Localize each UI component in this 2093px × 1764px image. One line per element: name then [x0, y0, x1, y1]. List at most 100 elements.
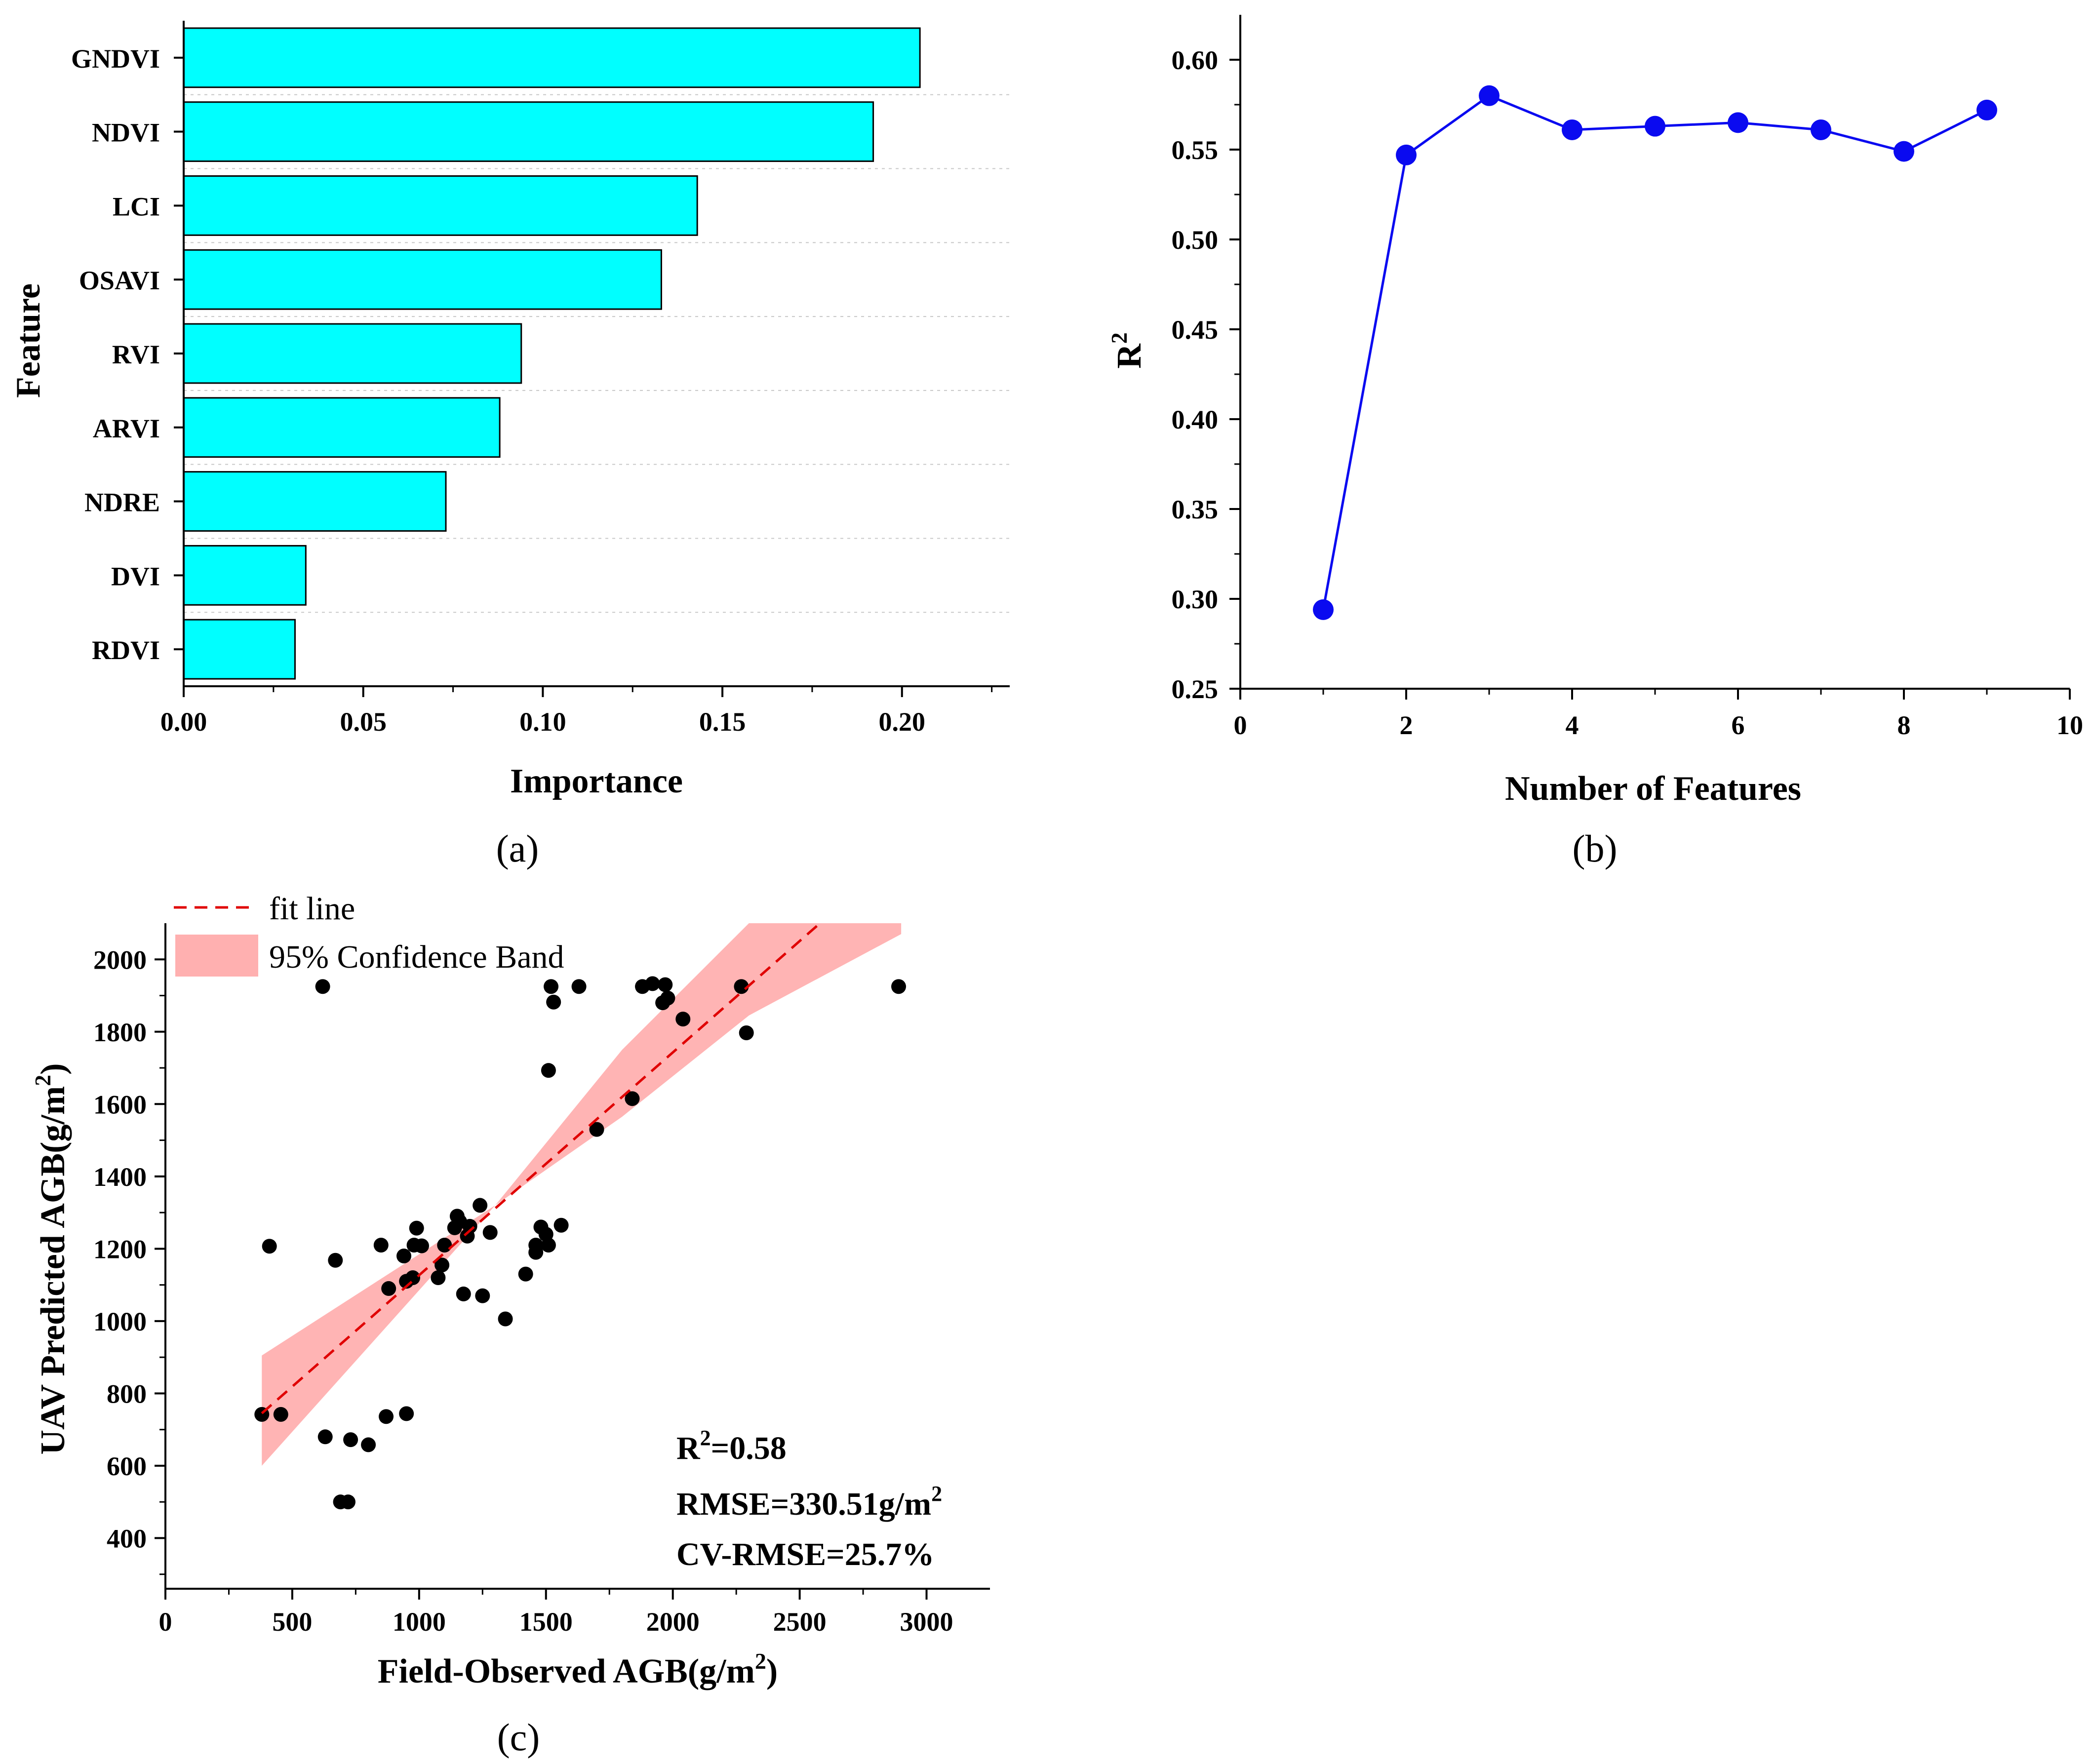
chart-c-point: [431, 1270, 446, 1285]
chart-c-ylabel: UAV Predicted AGB(g/m2): [30, 1063, 72, 1455]
chart-c-point: [379, 1409, 394, 1424]
chart-c-ytick-label: 1200: [93, 1234, 147, 1264]
chart-c-point: [262, 1239, 277, 1254]
bar-ndre: [183, 471, 447, 532]
chart-a-panel-label: (a): [496, 827, 539, 870]
chart-c-point: [571, 979, 587, 994]
chart-c-panel-label: (c): [497, 1716, 540, 1759]
chart-c-point: [340, 1494, 355, 1510]
chart-c-ytick-label: 600: [107, 1451, 147, 1481]
chart-c-point: [739, 1025, 754, 1040]
chart-c-point: [675, 1012, 691, 1027]
chart-c-point: [475, 1288, 490, 1303]
chart-c-point: [361, 1437, 376, 1452]
chart-b-point: [1479, 85, 1500, 106]
chart-a-category-label: RVI: [112, 340, 160, 369]
chart-a-category-label: RDVI: [92, 635, 160, 665]
chart-b-point: [1894, 141, 1914, 162]
chart-c-xtick-label: 2500: [773, 1607, 827, 1637]
bar-dvi: [183, 545, 307, 606]
chart-c-point: [273, 1407, 288, 1422]
chart-a-category-label: NDVI: [92, 118, 160, 148]
chart-a-xtick-label: 0.05: [340, 707, 387, 737]
chart-b-ytick-label: 0.60: [1172, 45, 1219, 75]
chart-c-point: [645, 976, 660, 991]
chart-c-xtick-label: 500: [272, 1607, 312, 1637]
chart-a: 0.00 0.05 0.10 0.15 0.20 GNDVI NDVI LCI OSAVI RV…: [9, 21, 1010, 870]
chart-a-xtick-label: 0.20: [879, 707, 926, 737]
stat-r2: R2=0.58: [676, 1426, 787, 1466]
chart-c-ytick-label: 1000: [93, 1307, 147, 1336]
chart-b-xtick-label: 8: [1897, 710, 1911, 740]
chart-c-point: [456, 1286, 471, 1301]
chart-c-xtick-label: 2000: [646, 1607, 700, 1637]
chart-b-ytick-label: 0.40: [1172, 405, 1219, 434]
chart-b-xtick-label: 2: [1400, 710, 1413, 740]
chart-c-ytick-label: 800: [107, 1379, 147, 1409]
chart-c-point: [518, 1266, 533, 1282]
chart-b-series-line: [1322, 94, 1988, 610]
chart-c-xtick-label: 1000: [393, 1607, 446, 1637]
chart-a-xtick-label: 0.00: [160, 707, 207, 737]
chart-c-ytick-label: 1800: [93, 1018, 147, 1047]
chart-c-point: [541, 1238, 556, 1253]
chart-c-point: [660, 990, 675, 1006]
chart-a-xtick-label: 0.10: [519, 707, 566, 737]
chart-b-ytick-label: 0.25: [1172, 674, 1219, 704]
chart-b-point: [1562, 119, 1582, 140]
chart-c-point: [373, 1238, 389, 1253]
chart-c-xtick-label: 3000: [900, 1607, 953, 1637]
bar-rvi: [183, 323, 522, 384]
chart-b-point: [1728, 112, 1748, 133]
chart-b-ytick-label: 0.50: [1172, 225, 1219, 255]
chart-c-confidence-band: [262, 923, 902, 1466]
bar-rdvi: [183, 619, 296, 680]
chart-c-point: [399, 1406, 414, 1421]
chart-c-point: [734, 979, 749, 994]
chart-c-point: [396, 1249, 412, 1263]
chart-c-point: [541, 1063, 556, 1078]
chart-b-xlabel: Number of Features: [1505, 770, 1801, 808]
chart-a-category-label: ARVI: [93, 414, 160, 443]
chart-a-ylabel: Feature: [9, 283, 47, 398]
chart-b-point: [1396, 144, 1417, 165]
chart-c-fit-line: [261, 922, 821, 1414]
chart-c-point: [528, 1245, 544, 1260]
chart-c-point: [891, 979, 907, 994]
chart-c-ytick-label: 2000: [93, 945, 147, 975]
chart-c-point: [409, 1220, 424, 1236]
chart-b-ytick-label: 0.45: [1172, 315, 1219, 345]
chart-c: 0 500 1000 1500 2000 2500 3000 400 600 800 1000 12…: [30, 891, 990, 1759]
chart-c-point: [315, 979, 330, 994]
chart-c-point: [414, 1238, 429, 1254]
chart-b-ytick-label: 0.35: [1172, 495, 1219, 524]
bar-ndvi: [183, 101, 874, 162]
chart-b-panel-label: (b): [1573, 827, 1618, 870]
chart-c-point: [317, 1429, 333, 1445]
chart-c-point: [473, 1198, 488, 1213]
chart-c-point: [589, 1122, 604, 1137]
bar-arvi: [183, 397, 501, 458]
stat-cv-rmse: CV-RMSE=25.7%: [676, 1536, 934, 1572]
chart-c-point: [498, 1311, 513, 1327]
chart-c-point: [482, 1225, 498, 1240]
legend-band-label: 95% Confidence Band: [269, 939, 564, 975]
chart-c-point: [546, 994, 561, 1010]
chart-b-point: [1811, 119, 1831, 140]
chart-c-ytick-label: 400: [107, 1524, 147, 1553]
chart-b-xtick-label: 10: [2056, 710, 2083, 740]
chart-a-category-label: GNDVI: [71, 44, 160, 74]
bar-lci: [183, 175, 698, 236]
chart-c-point: [437, 1238, 452, 1253]
chart-c-xlabel: Field-Observed AGB(g/m2): [378, 1648, 778, 1690]
chart-a-category-label: NDRE: [84, 488, 160, 517]
chart-c-point: [544, 979, 559, 994]
chart-a-xtick-label: 0.15: [699, 707, 746, 737]
chart-b-point: [1645, 116, 1665, 137]
chart-c-ytick-label: 1600: [93, 1090, 147, 1119]
chart-b-ytick-label: 0.55: [1172, 135, 1219, 165]
legend-fit-line-label: fit line: [269, 891, 355, 927]
chart-c-point: [405, 1270, 420, 1285]
chart-c-point: [462, 1218, 477, 1234]
